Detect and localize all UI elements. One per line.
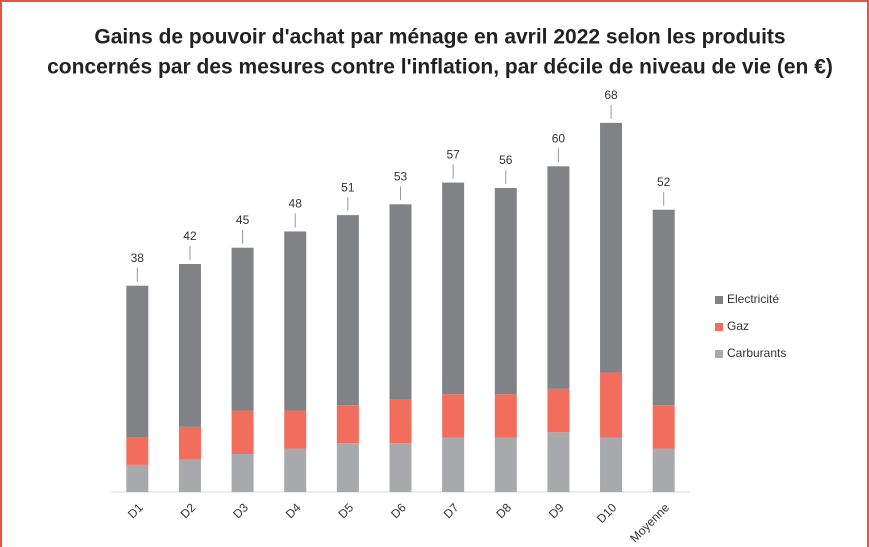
data-label: 53: [394, 169, 408, 183]
bar-segment: [126, 437, 149, 465]
bar-segment: [547, 388, 570, 433]
bar-segment: [389, 204, 412, 400]
x-tick-label: D4: [283, 500, 304, 521]
bar-segment: [178, 459, 201, 492]
x-tick-label: D9: [546, 500, 567, 521]
bar-segment: [652, 209, 675, 406]
bar-segment: [494, 188, 517, 395]
legend-label: Carburants: [727, 346, 786, 360]
bar-segment: [547, 432, 570, 492]
bar-segment: [389, 443, 412, 492]
bar-segment: [336, 405, 359, 444]
data-label: 68: [604, 88, 618, 102]
x-tick-label: D3: [230, 500, 251, 521]
bar-segment: [442, 394, 465, 438]
legend-swatch: [715, 350, 723, 358]
bar-segment: [231, 247, 254, 411]
x-tick-label: D1: [125, 500, 146, 521]
x-tick-label: D2: [178, 500, 199, 521]
data-label: 52: [657, 175, 671, 189]
bar-segment: [336, 443, 359, 492]
data-label: 51: [341, 180, 355, 194]
bar-segment: [652, 448, 675, 492]
bar-segment: [442, 437, 465, 492]
bar-segment: [126, 285, 149, 438]
bar-segment: [547, 166, 570, 389]
bar-segment: [284, 231, 307, 411]
legend-swatch: [715, 323, 723, 331]
data-label: 57: [446, 148, 460, 162]
data-label: 45: [236, 213, 250, 227]
bar-segment: [178, 264, 201, 427]
chart-title: Gains de pouvoir d'achat par ménage en a…: [94, 26, 785, 49]
data-label: 42: [183, 229, 197, 243]
bar-segment: [231, 454, 254, 492]
x-tick-label: D8: [493, 500, 514, 521]
legend-swatch: [715, 296, 723, 304]
x-tick-label: D5: [335, 500, 356, 521]
bar-segment: [600, 372, 623, 438]
data-label: 48: [289, 197, 303, 211]
bar-segment: [231, 410, 254, 454]
legend-label: Electricité: [727, 292, 779, 306]
bar-segment: [600, 122, 623, 373]
x-tick-label: Moyenne: [627, 500, 672, 545]
x-tick-label: D7: [441, 500, 462, 521]
bar-segment: [336, 215, 359, 406]
bar-segment: [494, 437, 517, 492]
bar-segment: [284, 410, 307, 449]
x-tick-label: D6: [388, 500, 409, 521]
data-label: 60: [552, 131, 566, 145]
bar-segment: [389, 399, 412, 444]
bar-segment: [494, 394, 517, 438]
bar-segment: [600, 437, 623, 492]
bar-segment: [442, 182, 465, 395]
bar-segment: [126, 464, 149, 492]
legend-label: Gaz: [727, 319, 749, 333]
data-label: 38: [131, 251, 145, 265]
bar-segment: [652, 405, 675, 449]
data-label: 56: [499, 153, 513, 167]
chart-subtitle: concernés par des mesures contre l'infla…: [47, 56, 833, 79]
x-tick-label: D10: [594, 500, 620, 526]
bar-segment: [178, 426, 201, 460]
bar-segment: [284, 448, 307, 492]
